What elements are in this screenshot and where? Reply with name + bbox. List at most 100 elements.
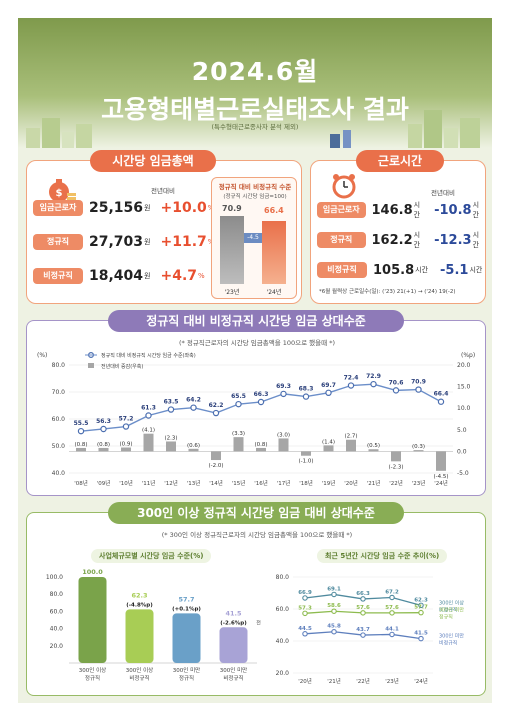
ratio-point-label: 70.6	[389, 379, 404, 386]
header-title-date: 2024.6월	[191, 57, 319, 86]
ratio-point-label: 61.3	[141, 404, 156, 411]
wage-row-regular: 정규직 27,703 원 +11.7 %	[33, 231, 214, 253]
wage-row-value: 18,404	[89, 268, 144, 284]
ratio-point	[257, 398, 265, 406]
y-tick: 80.0	[50, 591, 64, 598]
change-bar	[346, 439, 356, 452]
size-bar-value: 41.5	[225, 609, 242, 617]
trend-point-label: 67.2	[385, 589, 399, 595]
wage-row-label: 정규직	[33, 234, 83, 250]
hours-row-unit: 시간	[413, 231, 421, 249]
change-bar-label: (0.8)	[74, 442, 87, 448]
x-tick-label: 정규직	[179, 675, 194, 682]
change-bar	[76, 447, 86, 452]
x-tick-label: '20년	[344, 479, 358, 487]
ratio-point-label: 64.2	[186, 397, 201, 404]
ratio-point-label: 55.5	[74, 420, 89, 427]
ratio-point	[122, 423, 130, 430]
change-bar-label: (0.9)	[119, 442, 132, 448]
ratio-point	[100, 425, 107, 433]
change-bar-label: (0.6)	[187, 443, 200, 449]
trend-point-label: 69.1	[327, 586, 341, 592]
ratio-point	[370, 380, 377, 388]
trend-point-label: 57.6	[356, 605, 370, 611]
hours-row-nonregular: 비정규직 105.8 시간 -5.1 시간	[317, 259, 482, 281]
hours-yoy-label: 전년대비	[431, 189, 455, 197]
size-bar-change: (-2.6%p)	[220, 620, 247, 626]
trend-point	[360, 610, 366, 616]
ratio-point-label: 69.7	[321, 382, 336, 389]
header-title-main: 고용형태별근로실태조사 결과	[101, 95, 409, 124]
header-banner: 2024.6월 고용형태별근로실태조사 결과 (특수형태근로종사자 분석 제외)	[18, 18, 492, 148]
change-bar-label: (1.4)	[322, 439, 335, 445]
trend-point-label: 44.1	[385, 626, 399, 632]
y-tick: 60.0	[276, 606, 290, 613]
x-tick-label: '24년	[434, 479, 448, 487]
x-tick-label: '21년	[327, 677, 341, 685]
y-tick-left: 40.0	[52, 470, 66, 477]
change-bar-label: (4.1)	[142, 428, 155, 434]
svg-text:$: $	[56, 188, 63, 199]
wage-row-change: +4.7	[160, 268, 198, 284]
change-bar	[166, 441, 176, 452]
hours-row-change: -10.8	[434, 202, 472, 218]
section3-note: (* 300인 이상 정규직근로자의 시간당 임금총액을 100으로 했을때 *…	[161, 531, 353, 539]
mini-ratio-title: 정규직 대비 비정규직 수준	[218, 183, 292, 191]
y-tick-left: 80.0	[52, 362, 66, 369]
ratio-point	[415, 386, 422, 393]
y-tick: 40.0	[50, 626, 64, 633]
hours-row-change: -5.1	[440, 262, 469, 278]
ratio-point	[77, 427, 85, 435]
trend-point	[302, 595, 308, 601]
x-tick-label: 300인 미만	[220, 666, 247, 674]
series-label: 정규직	[439, 614, 453, 621]
trend-point-label: 43.7	[356, 627, 370, 633]
ratio-point-label: 65.5	[231, 393, 246, 400]
ratio-point-label: 72.9	[366, 373, 381, 380]
change-bar-label: (-2.0)	[208, 463, 223, 469]
change-bar	[188, 448, 199, 452]
hours-row-value: 162.2	[371, 232, 413, 248]
trend-point-label: 57.6	[385, 605, 399, 611]
ratio-point	[280, 390, 287, 398]
hours-row-label: 임금근로자	[317, 202, 366, 218]
ratio-point	[325, 389, 332, 397]
change-bar	[301, 451, 311, 456]
legend-bar-label: 전년대비 증감(우축)	[101, 363, 143, 370]
x-tick-label: 비정규직	[129, 674, 149, 682]
ratio-point	[437, 398, 445, 405]
wage-card-title: 시간당 임금총액	[90, 150, 216, 172]
mini-ratio-note: (정규직 시간당 임금=100)	[223, 194, 287, 200]
series-label: 300인 미만	[439, 607, 464, 614]
x-tick-label: '22년	[356, 677, 370, 685]
y-tick-right: 20.0	[457, 362, 471, 369]
trend-point	[360, 596, 366, 602]
change-bar-label: (0.8)	[97, 442, 110, 448]
wage-row-unit: 원	[144, 272, 151, 280]
wage-row-nonregular: 비정규직 18,404 원 +4.7 %	[33, 265, 205, 287]
change-bar-label: (3.0)	[277, 432, 290, 438]
x-tick-label: '15년	[232, 479, 246, 487]
hours-row-change: -12.3	[434, 232, 472, 248]
x-tick-label: '21년	[367, 479, 381, 487]
ratio-point-label: 72.4	[344, 375, 359, 382]
ratio-point	[235, 400, 242, 408]
ratio-point	[302, 393, 310, 400]
trend-point	[331, 591, 337, 598]
y-tick-right: 15.0	[457, 384, 471, 391]
mini-bar-2023	[220, 216, 244, 284]
hours-footnote: *6월 월력상 근로일수(일): ('23) 21(+1) → ('24) 19…	[319, 289, 456, 295]
y-tick: 60.0	[50, 608, 64, 615]
wage-row-label: 비정규직	[33, 268, 83, 284]
ratio-point-label: 70.9	[411, 379, 426, 386]
y-tick-left: 50.0	[52, 443, 66, 450]
size-bar	[172, 613, 201, 663]
y-tick: 20.0	[276, 670, 290, 677]
x-tick-label: '23년	[412, 479, 426, 487]
x-tick-label: '18년	[299, 479, 313, 487]
change-bar	[233, 437, 244, 452]
wage-row-value: 27,703	[89, 234, 144, 250]
series-label: 300인 미만	[439, 633, 464, 640]
size-relative-card: (* 300인 이상 정규직근로자의 시간당 임금총액을 100으로 했을때 *…	[26, 512, 486, 696]
wage-row-label: 임금근로자	[33, 200, 83, 216]
